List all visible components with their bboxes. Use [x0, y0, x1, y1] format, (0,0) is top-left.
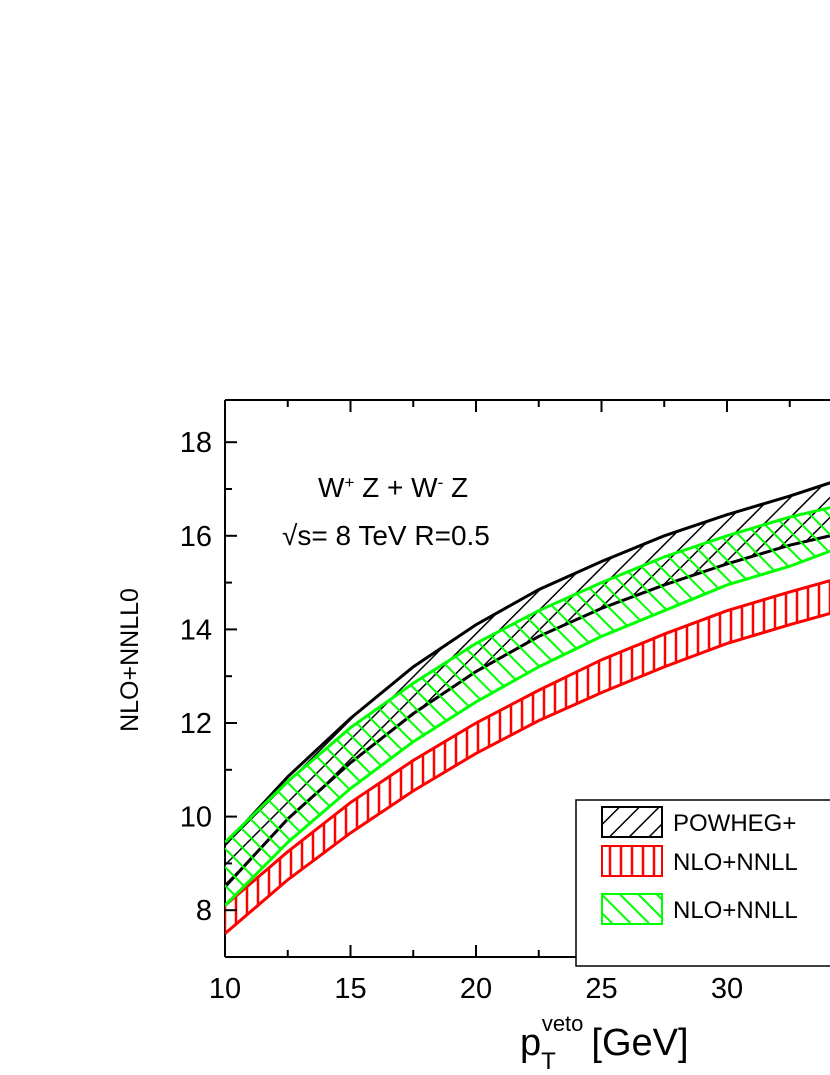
y-tick-label: 18 — [180, 427, 212, 459]
x-tick-label: 15 — [334, 973, 366, 1005]
x-tick-label: 20 — [460, 973, 492, 1005]
band-upper-line-0 — [225, 481, 830, 846]
x-tick-label: 30 — [711, 973, 743, 1005]
y-axis-title: NLO+NNLL0 — [116, 588, 144, 732]
legend-swatch-2 — [601, 893, 663, 925]
y-tick-label: 10 — [180, 802, 212, 834]
band-lower-line-2 — [225, 549, 830, 907]
legend-items: POWHEG+ NLO+NNLL NLO+NNLL — [601, 806, 798, 925]
annotation-line2: √s= 8 TeV R=0.5 — [282, 520, 490, 551]
legend: POWHEG+ NLO+NNLL NLO+NNLL — [575, 799, 830, 967]
y-tick-labels: 8 10 12 14 16 18 — [180, 427, 212, 927]
x-tick-labels: 10 15 20 25 30 — [209, 973, 743, 1005]
band-lower-line-1 — [225, 611, 830, 935]
band-fill-2 — [225, 507, 830, 906]
band-upper-line-1 — [225, 579, 830, 907]
legend-swatch-1 — [601, 845, 663, 877]
y-tick-label: 12 — [180, 708, 212, 740]
x-axis-title: pTveto [GeV] — [520, 1011, 689, 1075]
x-tick-label: 10 — [209, 973, 241, 1005]
legend-swatch-0 — [601, 806, 663, 838]
annotation-line1: W+ Z + W- Z — [318, 472, 468, 503]
y-tick-label: 8 — [196, 895, 212, 927]
band-fill-1 — [225, 580, 830, 934]
y-tick-label: 16 — [180, 521, 212, 553]
legend-label-0: POWHEG+ — [673, 810, 796, 837]
y-tick-label: 14 — [180, 614, 212, 646]
bands-layer — [225, 481, 830, 935]
x-tick-label: 25 — [585, 973, 617, 1005]
band-upper-line-2 — [225, 506, 830, 844]
legend-label-2: NLO+NNLL — [673, 897, 798, 924]
annotation: W+ Z + W- Z √s= 8 TeV R=0.5 — [282, 472, 490, 551]
legend-label-1: NLO+NNLL — [673, 849, 798, 876]
